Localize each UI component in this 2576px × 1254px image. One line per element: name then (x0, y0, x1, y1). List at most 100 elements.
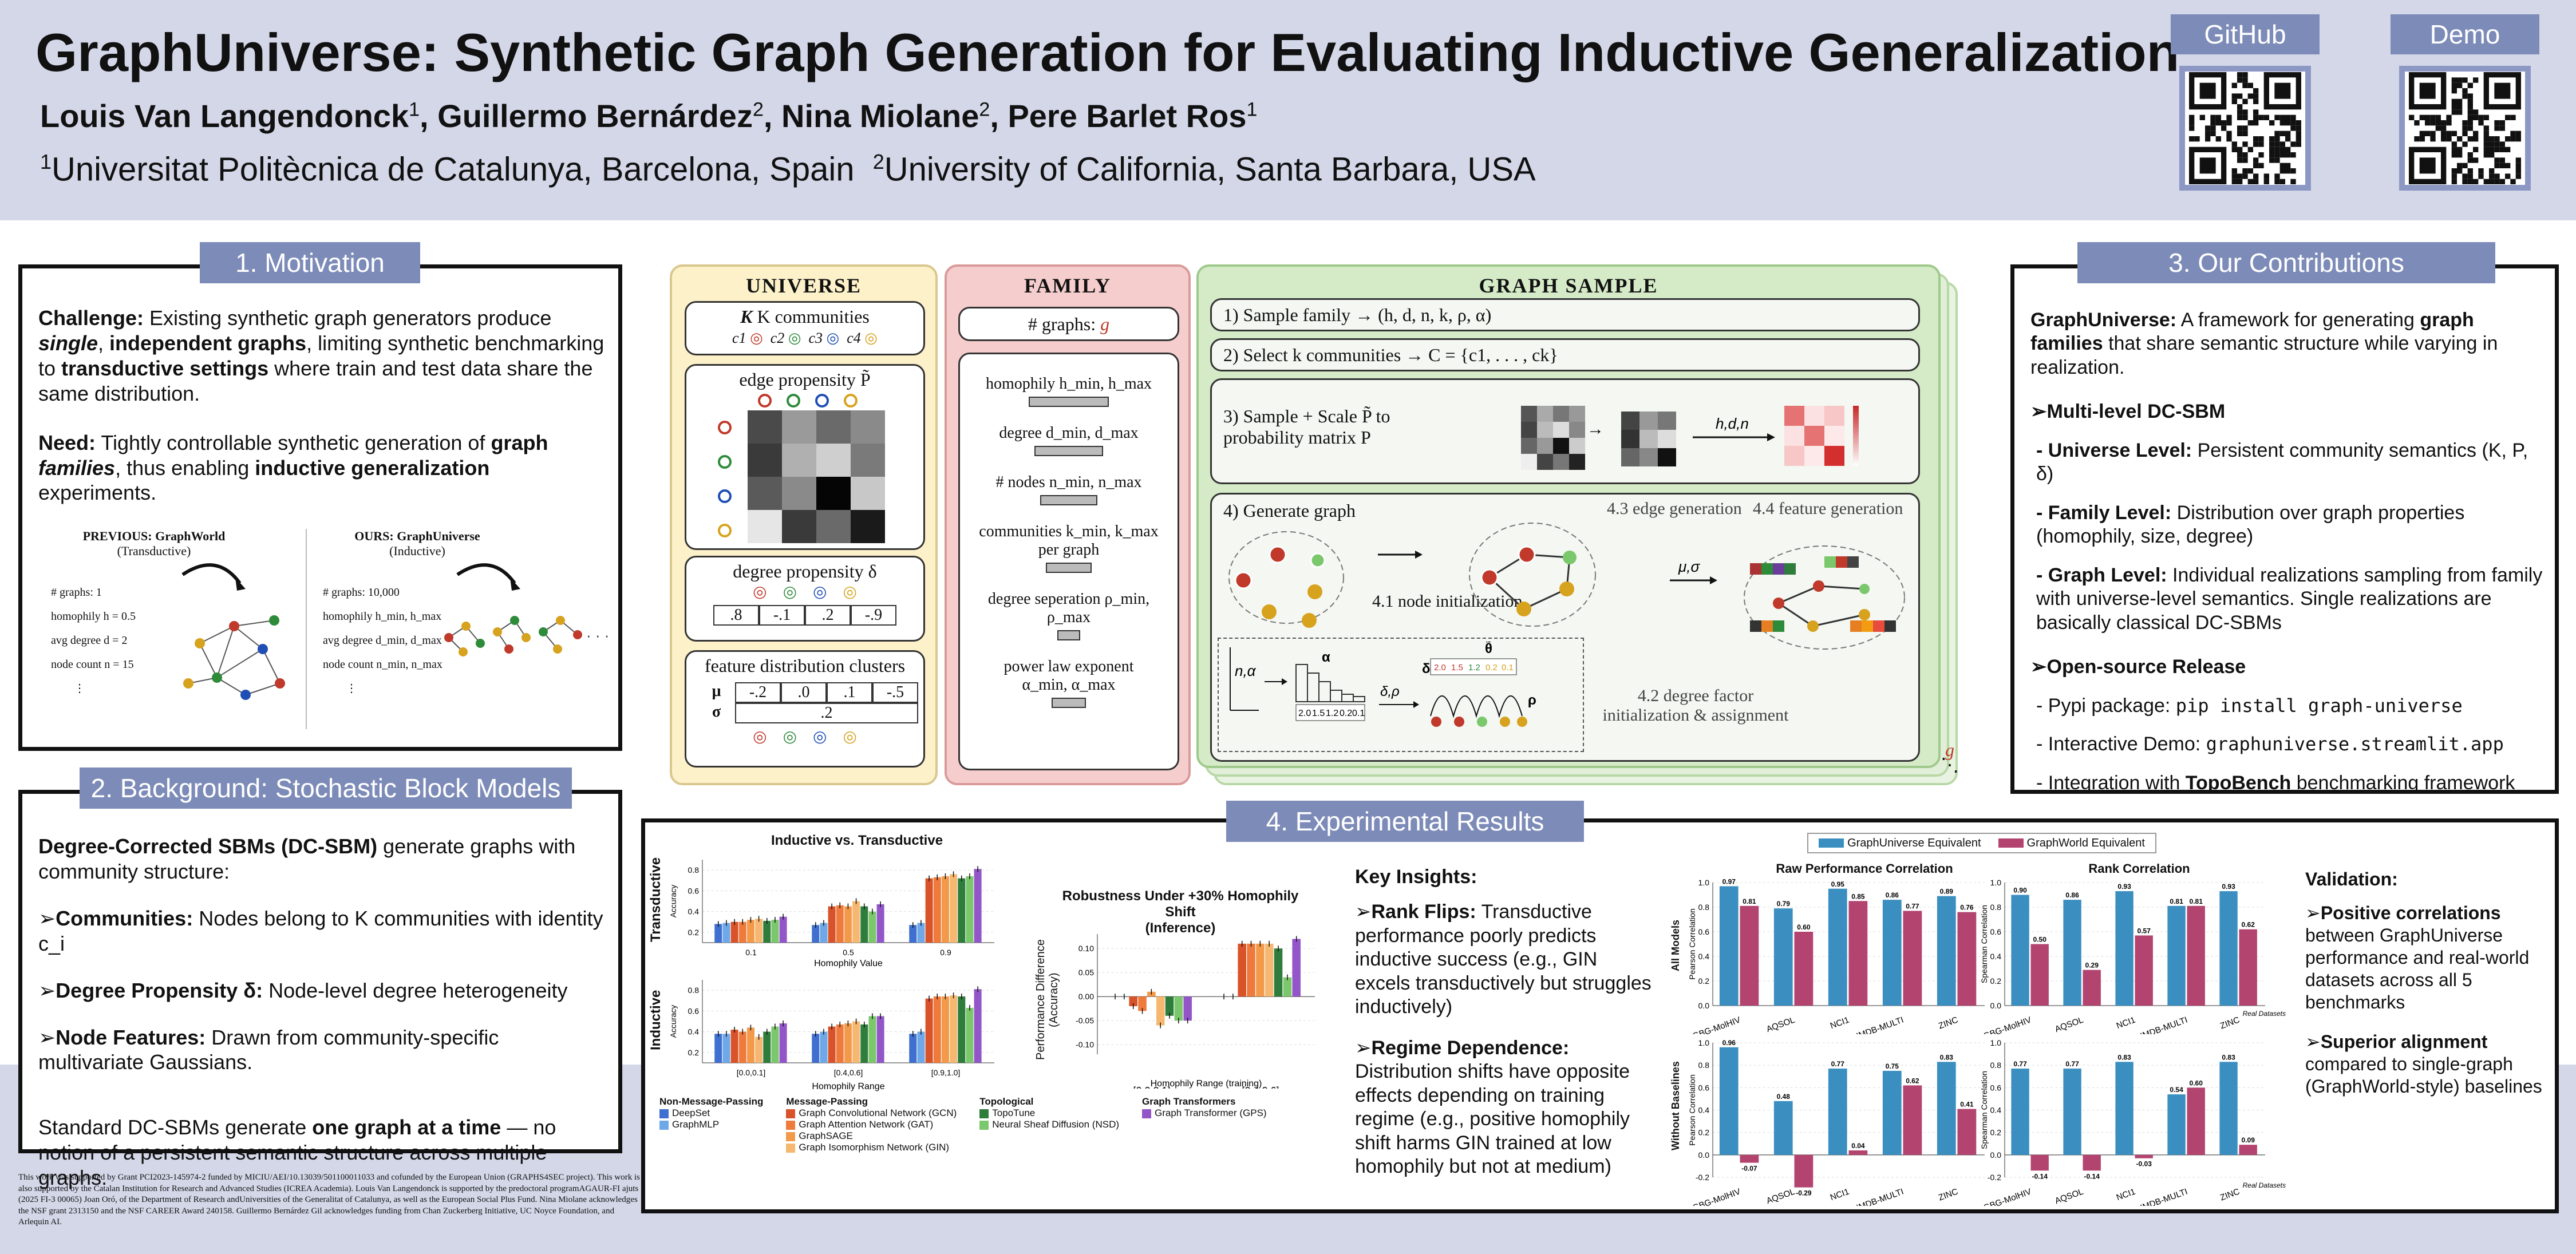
y-axis-label: Spearman Correlation (1980, 1071, 1989, 1149)
bar (933, 877, 941, 943)
multi-level-heading: Multi-level DC-SBM (2030, 400, 2546, 424)
universe-level-text: Persistent community semantics (K, P, δ) (2036, 439, 2528, 485)
qr-module (2494, 179, 2500, 184)
qr-module (2494, 136, 2500, 142)
qr-module (2451, 173, 2457, 179)
x-tick-label: NCI1 (2115, 1187, 2137, 1203)
qr-module (2457, 163, 2463, 168)
bar (714, 924, 722, 943)
qr-module (2189, 120, 2195, 126)
bar (2187, 1087, 2205, 1155)
bar (730, 921, 738, 943)
node-init-graph (1228, 531, 1344, 628)
bar (828, 1026, 836, 1063)
legend-group: Non-Message-Passing DeepSet GraphMLP (659, 1096, 763, 1153)
bar (763, 920, 771, 943)
demo-label: - Interactive Demo: (2036, 733, 2206, 755)
y-tick-label: 0.6 (1698, 1083, 1710, 1092)
y-tick-label: 0.2 (688, 1048, 700, 1057)
bar (779, 916, 787, 943)
bar (2011, 1069, 2029, 1155)
qr-module (2290, 168, 2296, 174)
data-label: 0.93 (2117, 883, 2131, 891)
author-2-affil: 2 (752, 98, 764, 121)
bar (730, 1030, 738, 1063)
y-tick-label: 0.6 (1698, 927, 1710, 936)
data-label: 0.29 (2085, 962, 2099, 970)
bar (779, 1023, 787, 1063)
bar (2239, 929, 2257, 1006)
qr-module (2221, 120, 2227, 126)
legend-item: GraphSAGE (799, 1130, 853, 1141)
demo-link[interactable]: graphuniverse.streamlit.app (2206, 733, 2504, 755)
x-tick-label: [0.4,0.6] (834, 1068, 863, 1077)
qr-module (2430, 130, 2436, 136)
bar (852, 901, 860, 943)
qr-module (2242, 82, 2248, 88)
pypi-command[interactable]: pip install graph-universe (2175, 694, 2463, 717)
qr-module (2419, 130, 2425, 136)
demo-qr-block[interactable]: Demo (2391, 14, 2539, 191)
qr-module (2467, 104, 2473, 110)
ours-heading: OURS: GraphUniverse (Inductive) (331, 529, 503, 559)
bar (2167, 1094, 2186, 1155)
qr-module (2467, 114, 2473, 120)
qr-module (2510, 130, 2516, 136)
qr-module (2253, 109, 2259, 115)
qr-module (2446, 130, 2452, 136)
qr-module (2199, 114, 2205, 120)
x-tick-label: ZINC (1937, 1015, 1959, 1031)
qr-module (2290, 120, 2296, 126)
qr-module (2489, 179, 2495, 184)
svg-text:α: α (1322, 650, 1330, 665)
alpha-value: 1.2 (1326, 709, 1338, 718)
insight-1-label: Rank Flips: (1371, 901, 1476, 923)
qr-module (2274, 152, 2280, 158)
qr-module (2462, 130, 2468, 136)
qr-module (2483, 114, 2489, 120)
qr-module (2430, 136, 2436, 142)
qr-module (2451, 141, 2457, 147)
github-qr-code[interactable] (2179, 66, 2311, 191)
delta-values: .8 -.1 .2 -.9 (686, 605, 923, 626)
y-tick-label: 0.4 (688, 1027, 700, 1037)
bar (2011, 895, 2029, 1006)
mu-value: .0 (781, 682, 827, 703)
contributions-title: 3. Our Contributions (2077, 242, 2495, 283)
universe-level-label: - Universe Level: (2036, 439, 2192, 461)
data-label: 0.96 (1722, 1039, 1736, 1047)
validation-1: Positive correlations between GraphUnive… (2305, 902, 2551, 1014)
edge-propensity-label: edge propensity P̃ (739, 369, 871, 390)
qr-module (2425, 114, 2431, 120)
data-label: 0.93 (2222, 883, 2235, 891)
demo-qr-code[interactable] (2399, 66, 2531, 191)
insight-2-label: Regime Dependence: (1371, 1037, 1570, 1059)
robust-sub: (Inference) (1145, 920, 1216, 936)
feature-generation-graph (1744, 545, 1905, 650)
bar (917, 1031, 925, 1063)
mu-row: μ -.2 .0 .1 -.5 (698, 682, 923, 703)
motivation-panel: 1. Motivation Challenge: Existing synthe… (18, 242, 622, 751)
closing-bold: one graph at a time (312, 1115, 501, 1140)
author-1: Louis Van Langendonck (40, 98, 409, 134)
delta-value: -.1 (759, 605, 805, 626)
author-3-affil: 2 (979, 98, 990, 121)
qr-module (2296, 130, 2301, 136)
need-text-b: , thus enabling (115, 456, 255, 480)
qr-module (2462, 141, 2468, 147)
theta-value: 1.5 (1451, 663, 1463, 673)
qr-module (2247, 168, 2253, 174)
qr-module (2279, 114, 2285, 120)
qr-module (2296, 141, 2301, 147)
theta-value: 2.0 (1434, 663, 1446, 673)
param: avg degree d = 2 (51, 634, 128, 647)
transductive-label: Transductive (648, 857, 663, 943)
c1: c1 (732, 330, 746, 346)
qr-module (2242, 168, 2248, 174)
github-qr-block[interactable]: GitHub (2171, 14, 2320, 191)
qr-module (2462, 88, 2468, 94)
edge-generation-label: 4.3 edge generation (1607, 499, 1742, 518)
bar (941, 876, 949, 943)
qr-module (2499, 157, 2505, 163)
qr-module (2231, 173, 2237, 179)
